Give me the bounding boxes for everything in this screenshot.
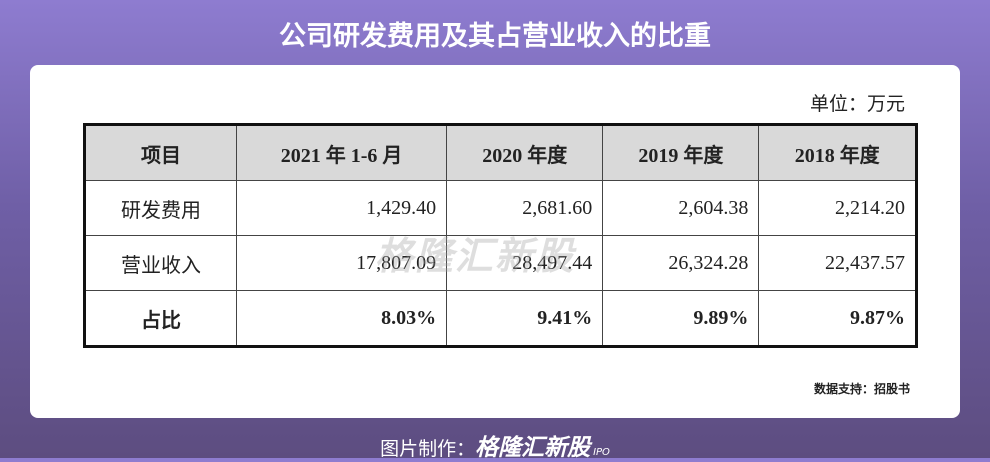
table-row: 占比 8.03% 9.41% 9.89% 9.87% <box>84 290 917 347</box>
footer-label: 图片制作： <box>380 438 476 460</box>
table-cell: 22,437.57 <box>758 235 917 291</box>
title: 公司研发费用及其占营业收入的比重 <box>279 21 711 52</box>
source: 数据支持：招股书 <box>813 382 910 396</box>
table-cell: 26,324.28 <box>602 235 760 291</box>
table-cell: 2,214.20 <box>758 180 917 236</box>
table-cell: 营业收入 <box>84 235 237 291</box>
table-cell: 17,807.09 <box>235 235 448 291</box>
watermark: 格隆汇新股 <box>375 234 576 278</box>
table-cell: 占比 <box>84 290 237 347</box>
table-cell: 28,497.44 <box>446 235 604 291</box>
footer: 图片制作：格隆汇新股 IPO <box>0 428 990 462</box>
column-header: 项目 <box>84 124 237 181</box>
table-cell: 研发费用 <box>84 180 237 236</box>
card: 单位：万元 项目 2021 年 1-6 月 2020 年度 2019 年度 2018 年… <box>30 65 960 418</box>
table-cell: 9.87% <box>758 290 917 347</box>
table-cell: 2,604.38 <box>602 180 760 236</box>
table-row: 营业收入 17,807.09 28,497.44 26,324.28 22,437.57 <box>84 235 917 291</box>
column-header: 2020 年度 <box>446 124 604 181</box>
table-cell: 2,681.60 <box>446 180 604 236</box>
table-cell: 8.03% <box>235 290 448 347</box>
table-cell: 9.41% <box>446 290 604 347</box>
column-header: 2019 年度 <box>602 124 760 181</box>
column-header: 2021 年 1-6 月 <box>235 124 448 181</box>
table-cell: 1,429.40 <box>235 180 448 236</box>
data-table: 项目 2021 年 1-6 月 2020 年度 2019 年度 2018 年度 研发费用… <box>83 123 918 348</box>
table-cell: 9.89% <box>602 290 760 347</box>
header-row: 项目 2021 年 1-6 月 2020 年度 2019 年度 2018 年度 <box>84 124 917 181</box>
table-body: 研发费用 1,429.40 2,681.60 2,604.38 2,214.20 营业收入… <box>84 180 917 347</box>
table-row: 研发费用 1,429.40 2,681.60 2,604.38 2,214.20 <box>84 180 917 236</box>
logo: 格隆汇新股 <box>475 435 591 461</box>
column-header: 2018 年度 <box>758 124 917 181</box>
unit: 单位：万元 <box>809 94 905 115</box>
logo-suffix: IPO <box>593 447 610 458</box>
